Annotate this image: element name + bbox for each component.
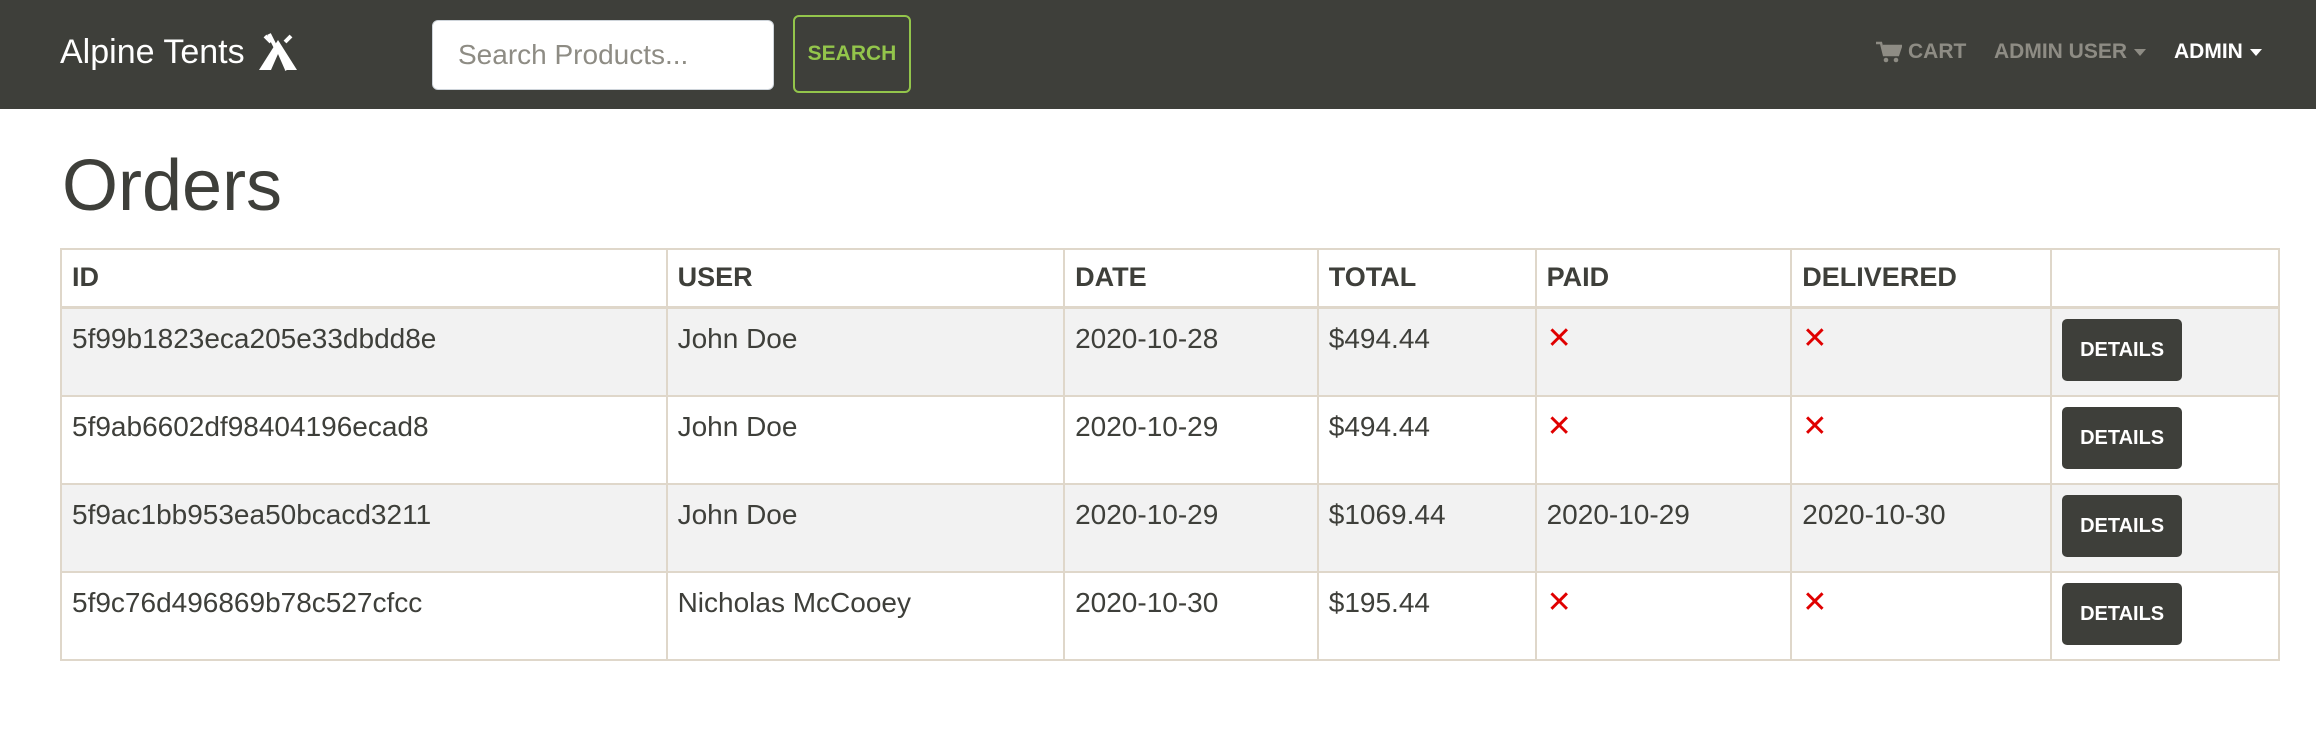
column-header-total: TOTAL bbox=[1316, 248, 1537, 309]
cart-icon bbox=[1876, 41, 1902, 63]
not-delivered-x-icon: ✕ bbox=[1802, 321, 1828, 355]
not-delivered-x-icon: ✕ bbox=[1802, 585, 1828, 619]
order-paid-cell: ✕ bbox=[1534, 570, 1793, 661]
order-id: 5f99b1823eca205e33dbdd8e bbox=[60, 306, 668, 397]
details-button[interactable]: DETAILS bbox=[2062, 582, 2183, 645]
page-title: Orders bbox=[62, 146, 283, 226]
details-button[interactable]: DETAILS bbox=[2062, 318, 2183, 381]
column-header-date: DATE bbox=[1063, 248, 1319, 309]
order-date: 2020-10-30 bbox=[1063, 570, 1319, 661]
orders-table: ID USER DATE TOTAL PAID DELIVERED 5f99b1… bbox=[60, 248, 2280, 661]
table-row: 5f9c76d496869b78c527cfcc Nicholas McCooe… bbox=[60, 570, 2280, 661]
column-header-id: ID bbox=[60, 248, 668, 309]
order-total: $195.44 bbox=[1316, 570, 1537, 661]
column-header-delivered: DELIVERED bbox=[1790, 248, 2053, 309]
order-user: John Doe bbox=[665, 306, 1066, 397]
order-date: 2020-10-29 bbox=[1063, 394, 1319, 485]
navbar: Alpine Tents SEARCH CART ADMIN USER ADMI… bbox=[0, 0, 2316, 109]
order-total: $494.44 bbox=[1316, 394, 1537, 485]
order-date: 2020-10-28 bbox=[1063, 306, 1319, 397]
brand-link[interactable]: Alpine Tents bbox=[60, 30, 301, 74]
details-button[interactable]: DETAILS bbox=[2062, 494, 2183, 557]
admin-user-label: ADMIN USER bbox=[1994, 40, 2128, 63]
admin-dropdown[interactable]: ADMIN bbox=[2174, 36, 2262, 68]
chevron-down-icon bbox=[2249, 48, 2262, 56]
order-total: $494.44 bbox=[1316, 306, 1537, 397]
order-user: John Doe bbox=[665, 394, 1066, 485]
order-delivered-cell: ✕ bbox=[1790, 306, 2053, 397]
cart-link[interactable]: CART bbox=[1876, 36, 1966, 68]
details-button[interactable]: DETAILS bbox=[2062, 406, 2183, 469]
order-total: $1069.44 bbox=[1316, 482, 1537, 573]
search-button[interactable]: SEARCH bbox=[793, 15, 911, 93]
table-row: 5f9ab6602df98404196ecad8 John Doe 2020-1… bbox=[60, 394, 2280, 485]
not-paid-x-icon: ✕ bbox=[1546, 409, 1572, 443]
order-paid-date: 2020-10-29 bbox=[1534, 482, 1793, 573]
column-header-paid: PAID bbox=[1534, 248, 1793, 309]
order-delivered-cell: ✕ bbox=[1790, 394, 2053, 485]
column-header-user: USER bbox=[665, 248, 1066, 309]
not-paid-x-icon: ✕ bbox=[1546, 585, 1572, 619]
order-delivered-date: 2020-10-30 bbox=[1790, 482, 2053, 573]
order-actions-cell: DETAILS bbox=[2050, 570, 2280, 661]
order-paid-cell: ✕ bbox=[1534, 394, 1793, 485]
order-id: 5f9ac1bb953ea50bcacd3211 bbox=[60, 482, 668, 573]
admin-user-dropdown[interactable]: ADMIN USER bbox=[1994, 36, 2147, 68]
order-id: 5f9ab6602df98404196ecad8 bbox=[60, 394, 668, 485]
order-user: John Doe bbox=[665, 482, 1066, 573]
order-actions-cell: DETAILS bbox=[2050, 306, 2280, 397]
not-delivered-x-icon: ✕ bbox=[1802, 409, 1828, 443]
table-header-row: ID USER DATE TOTAL PAID DELIVERED bbox=[60, 248, 2280, 309]
column-header-actions bbox=[2050, 248, 2280, 309]
table-row: 5f99b1823eca205e33dbdd8e John Doe 2020-1… bbox=[60, 306, 2280, 397]
order-delivered-cell: ✕ bbox=[1790, 570, 2053, 661]
brand-name: Alpine Tents bbox=[60, 32, 245, 71]
table-row: 5f9ac1bb953ea50bcacd3211 John Doe 2020-1… bbox=[60, 482, 2280, 573]
tent-icon bbox=[258, 33, 297, 71]
not-paid-x-icon: ✕ bbox=[1546, 321, 1572, 355]
chevron-down-icon bbox=[2134, 48, 2147, 56]
search-input[interactable] bbox=[432, 20, 774, 90]
order-id: 5f9c76d496869b78c527cfcc bbox=[60, 570, 668, 661]
order-user: Nicholas McCooey bbox=[665, 570, 1066, 661]
order-paid-cell: ✕ bbox=[1534, 306, 1793, 397]
order-actions-cell: DETAILS bbox=[2050, 482, 2280, 573]
order-actions-cell: DETAILS bbox=[2050, 394, 2280, 485]
order-date: 2020-10-29 bbox=[1063, 482, 1319, 573]
admin-label: ADMIN bbox=[2174, 40, 2243, 63]
cart-label: CART bbox=[1908, 40, 1967, 63]
